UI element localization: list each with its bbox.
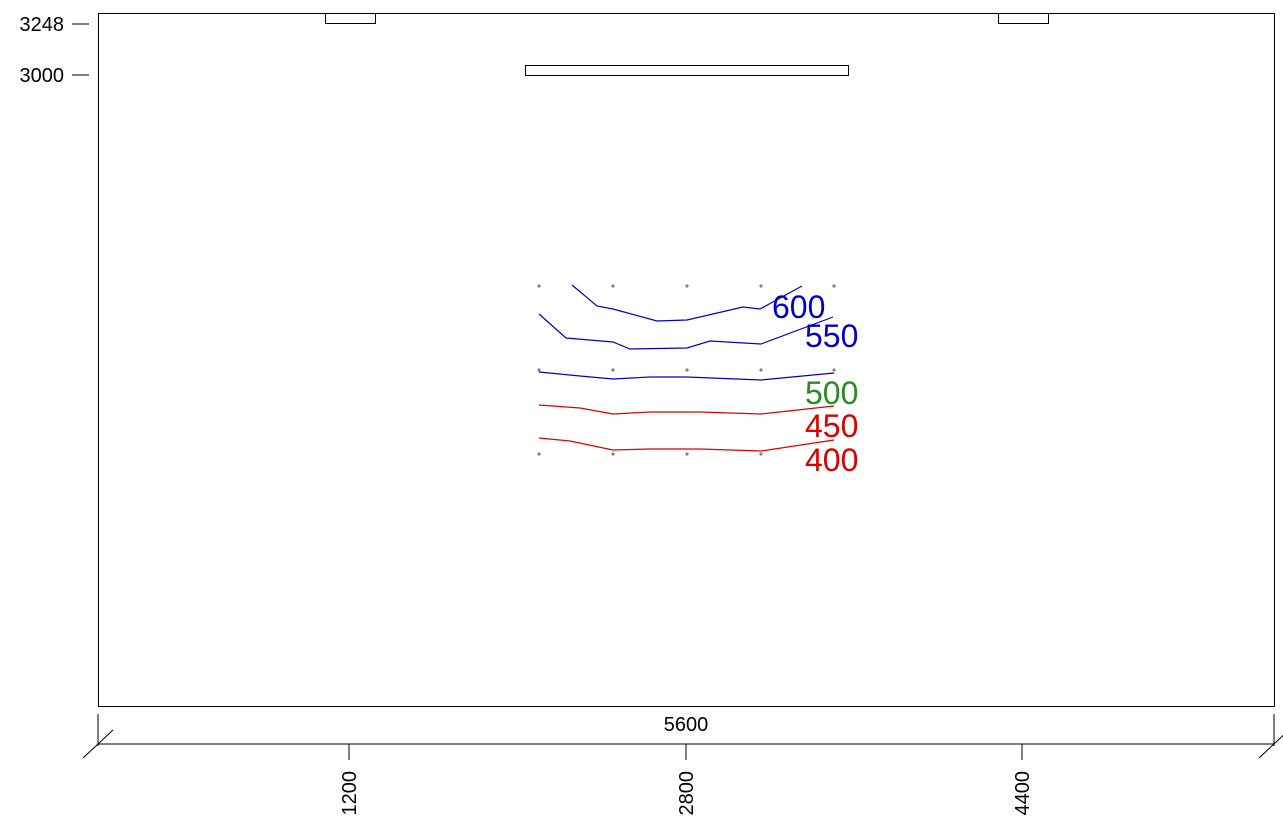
- contour-line-500: [538, 371, 835, 381]
- left-top-block: [325, 13, 376, 24]
- contour-lines: [538, 284, 835, 452]
- contour-label-500: 500: [805, 375, 858, 411]
- measurement-point: [611, 368, 615, 372]
- measurement-point: [759, 452, 763, 456]
- dimension-line: 5600: [82, 714, 1283, 759]
- measurement-point: [685, 284, 689, 288]
- contour-label-450: 450: [805, 408, 858, 444]
- x-tick-label: 2800: [676, 771, 698, 816]
- measurement-point: [759, 368, 763, 372]
- measurement-point: [611, 284, 615, 288]
- measurement-point: [537, 284, 541, 288]
- measurement-points: [537, 284, 836, 456]
- measurement-point: [832, 284, 836, 288]
- contour-labels: 600 550 500 450 400: [772, 289, 858, 478]
- contour-line-600: [571, 284, 803, 322]
- dimension-tick-right: [1258, 734, 1283, 759]
- measurement-point: [832, 368, 836, 372]
- measurement-point: [537, 368, 541, 372]
- contour-label-600: 600: [772, 289, 825, 325]
- contour-label-400: 400: [805, 442, 858, 478]
- measurement-point: [685, 368, 689, 372]
- contour-line-550: [538, 313, 834, 350]
- measurement-point: [537, 452, 541, 456]
- x-tick-label: 4400: [1012, 771, 1034, 816]
- dimension-value: 5600: [664, 714, 709, 736]
- right-top-block: [998, 13, 1049, 24]
- center-beam: [525, 65, 849, 76]
- measurement-point: [611, 452, 615, 456]
- measurement-point: [759, 284, 763, 288]
- y-tick-label: 3248: [20, 14, 65, 36]
- contour-line-450: [538, 404, 835, 415]
- section-frame: [98, 13, 1275, 707]
- dimension-tick-left: [82, 729, 114, 759]
- contour-label-550: 550: [805, 318, 858, 354]
- y-axis: 3248 3000: [20, 14, 89, 87]
- contour-line-400: [538, 437, 835, 452]
- x-tick-label: 1200: [339, 771, 361, 816]
- measurement-point: [685, 452, 689, 456]
- x-axis: 1200 2800 4400: [339, 744, 1034, 816]
- y-tick-label: 3000: [20, 65, 65, 87]
